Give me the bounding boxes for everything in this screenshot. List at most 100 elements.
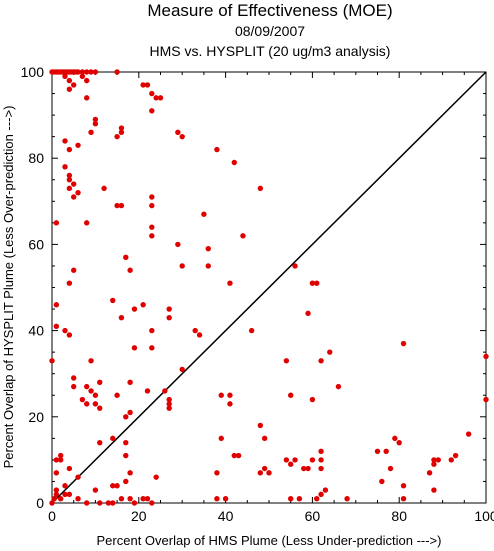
- data-point: [166, 401, 172, 407]
- data-point: [110, 500, 116, 506]
- data-point: [88, 388, 94, 394]
- data-point: [92, 69, 99, 75]
- data-point: [114, 69, 120, 75]
- data-point: [379, 478, 385, 485]
- data-point: [71, 82, 77, 88]
- data-point: [149, 202, 155, 209]
- data-point: [227, 392, 233, 398]
- data-point: [127, 379, 133, 386]
- data-point: [392, 435, 398, 442]
- data-point: [75, 495, 81, 502]
- data-point: [114, 483, 120, 489]
- data-point: [240, 233, 246, 239]
- data-point: [84, 95, 90, 101]
- data-point: [84, 500, 90, 506]
- data-point: [400, 495, 407, 502]
- data-point: [92, 392, 99, 398]
- x-tick-label: 80: [391, 508, 407, 524]
- data-point: [431, 457, 437, 463]
- data-point: [131, 500, 138, 506]
- one-to-one-line: [51, 71, 487, 504]
- data-point: [84, 69, 90, 75]
- data-point: [66, 172, 73, 179]
- data-point: [309, 280, 316, 286]
- data-point: [214, 470, 220, 476]
- data-point: [53, 220, 60, 226]
- data-point: [431, 461, 437, 467]
- chart-subtitle: HMS vs. HYSPLIT (20 ug/m3 analysis): [150, 43, 391, 59]
- data-point: [71, 181, 77, 187]
- data-point: [327, 349, 333, 355]
- data-point: [149, 108, 155, 114]
- data-point: [149, 327, 155, 334]
- x-tick-label: 40: [218, 508, 234, 524]
- data-point: [288, 461, 294, 467]
- data-point: [49, 500, 55, 506]
- data-point: [127, 409, 133, 416]
- data-point: [435, 457, 441, 463]
- data-point: [179, 366, 185, 373]
- x-tick-label: 20: [131, 508, 147, 524]
- data-point: [62, 138, 68, 144]
- y-tick-label: 60: [28, 236, 44, 252]
- data-point: [53, 302, 60, 308]
- data-point: [118, 125, 125, 131]
- data-point: [227, 280, 233, 286]
- y-axis-label: Percent Overlap of HYSPLIT Plume (Less O…: [1, 106, 16, 469]
- data-point: [127, 267, 133, 273]
- data-point: [400, 340, 407, 347]
- data-point: [71, 383, 77, 390]
- data-point: [166, 396, 172, 403]
- data-point: [205, 246, 211, 252]
- data-point: [227, 401, 233, 407]
- data-point: [110, 483, 116, 489]
- data-point: [84, 77, 90, 84]
- data-point: [309, 396, 316, 403]
- data-point: [62, 327, 68, 334]
- data-point: [88, 358, 94, 364]
- data-point: [426, 470, 433, 476]
- data-point: [196, 332, 203, 338]
- data-point: [118, 314, 125, 321]
- data-point: [318, 457, 324, 463]
- data-point: [66, 185, 73, 192]
- data-point: [431, 487, 437, 493]
- data-point: [62, 73, 68, 80]
- data-point: [318, 465, 324, 472]
- data-point: [218, 435, 224, 442]
- data-point: [84, 220, 90, 226]
- data-point: [162, 388, 168, 394]
- data-point: [374, 448, 381, 454]
- data-point: [448, 457, 454, 463]
- data-point: [84, 383, 90, 390]
- data-point: [483, 396, 489, 403]
- data-point: [144, 388, 151, 394]
- data-point: [79, 73, 86, 80]
- data-point: [292, 457, 298, 463]
- data-point: [248, 327, 255, 334]
- data-point: [110, 435, 116, 442]
- data-point: [149, 233, 155, 239]
- data-point: [53, 457, 60, 463]
- x-axis-label: Percent Overlap of HMS Plume (Less Under…: [97, 533, 442, 548]
- data-point: [97, 439, 103, 446]
- data-point: [127, 470, 133, 476]
- data-point: [283, 457, 290, 463]
- data-point: [53, 323, 60, 329]
- data-point: [387, 465, 394, 472]
- data-point: [149, 345, 155, 351]
- data-point: [51, 495, 57, 502]
- data-point: [157, 95, 164, 101]
- data-point: [53, 491, 60, 498]
- data-point: [84, 401, 90, 407]
- data-point: [75, 69, 81, 75]
- data-point: [53, 470, 60, 476]
- data-point: [66, 491, 73, 498]
- data-point: [175, 129, 181, 136]
- y-tick-label: 100: [21, 64, 45, 80]
- data-point: [218, 392, 224, 398]
- data-point: [92, 121, 99, 127]
- data-point: [114, 202, 120, 209]
- data-point: [214, 146, 220, 153]
